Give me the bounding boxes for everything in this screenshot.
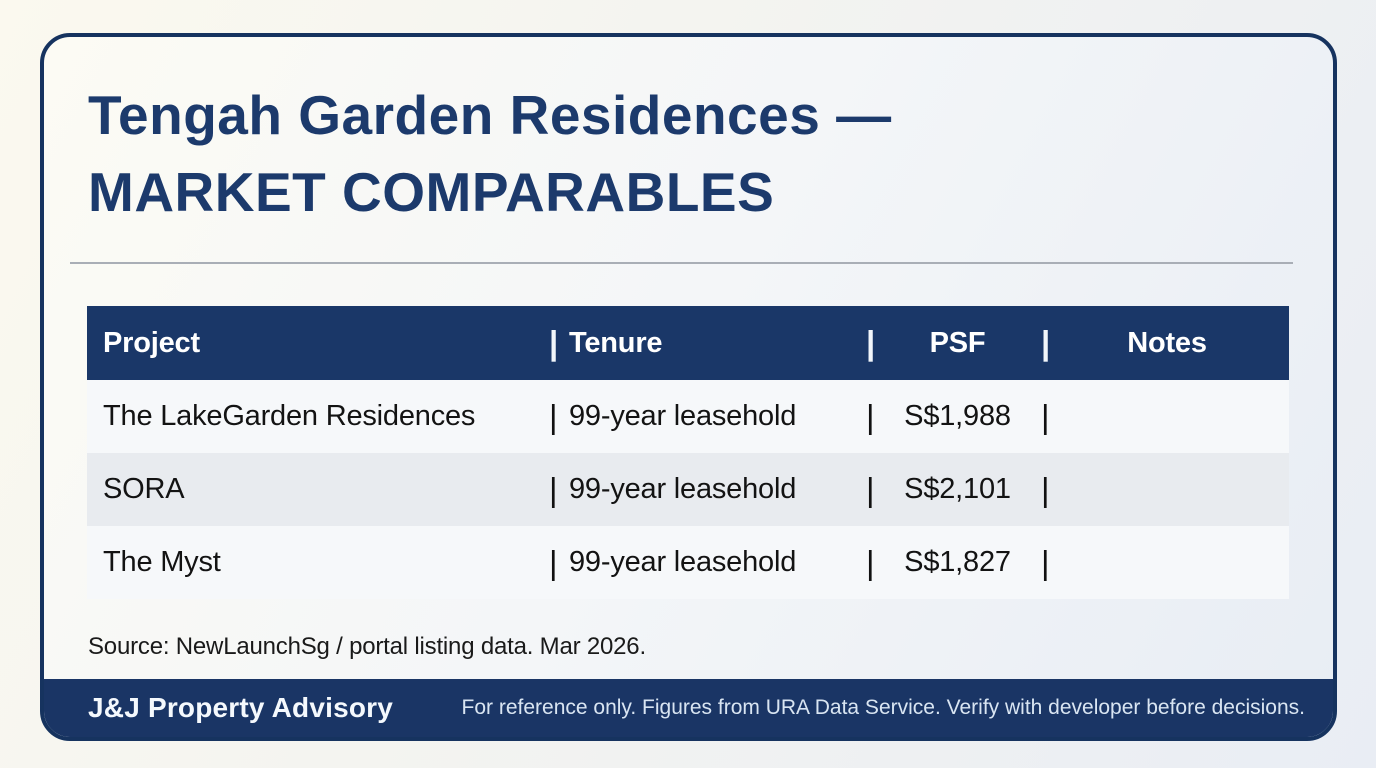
cell-notes: | bbox=[1041, 526, 1289, 599]
header-cell-notes: | Notes bbox=[1041, 306, 1289, 380]
column-separator: | bbox=[1041, 397, 1050, 435]
header-label-notes: Notes bbox=[1127, 326, 1207, 359]
header-cell-project: Project bbox=[87, 306, 553, 380]
psf-value: S$1,988 bbox=[904, 400, 1011, 432]
page-title-line2: MARKET COMPARABLES bbox=[88, 161, 775, 223]
column-separator: | bbox=[866, 397, 875, 435]
title-divider bbox=[70, 262, 1293, 264]
cell-tenure: | 99-year leasehold bbox=[549, 380, 870, 453]
cell-psf: | S$2,101 bbox=[866, 453, 1045, 526]
column-separator: | bbox=[866, 470, 875, 508]
table-row: The Myst | 99-year leasehold | S$1,827 | bbox=[87, 526, 1289, 599]
source-note: Source: NewLaunchSg / portal listing dat… bbox=[88, 633, 646, 660]
column-separator: | bbox=[549, 543, 558, 581]
table-header-row: Project | Tenure | PSF | Notes bbox=[87, 306, 1289, 380]
footer-disclaimer: For reference only. Figures from URA Dat… bbox=[461, 696, 1305, 719]
column-separator: | bbox=[1041, 324, 1051, 361]
comparables-table: Project | Tenure | PSF | Notes The LakeG… bbox=[87, 306, 1289, 599]
comparables-card: Tengah Garden Residences — MARKET COMPAR… bbox=[40, 33, 1337, 741]
cell-psf: | S$1,988 bbox=[866, 380, 1045, 453]
column-separator: | bbox=[866, 543, 875, 581]
column-separator: | bbox=[1041, 470, 1050, 508]
header-label-psf: PSF bbox=[929, 326, 986, 359]
header-label-tenure: Tenure bbox=[569, 326, 663, 359]
footer-brand: J&J Property Advisory bbox=[88, 692, 394, 723]
table-row: SORA | 99-year leasehold | S$2,101 | bbox=[87, 453, 1289, 526]
cell-notes: | bbox=[1041, 380, 1289, 453]
page-title: Tengah Garden Residences — MARKET COMPAR… bbox=[88, 77, 892, 231]
project-name: SORA bbox=[103, 473, 185, 505]
column-separator: | bbox=[866, 324, 876, 361]
column-separator: | bbox=[549, 397, 558, 435]
tenure-value: 99-year leasehold bbox=[569, 473, 797, 505]
tenure-value: 99-year leasehold bbox=[569, 400, 797, 432]
cell-project: The Myst bbox=[87, 526, 553, 599]
cell-psf: | S$1,827 bbox=[866, 526, 1045, 599]
table-row: The LakeGarden Residences | 99-year leas… bbox=[87, 380, 1289, 453]
tenure-value: 99-year leasehold bbox=[569, 546, 797, 578]
project-name: The Myst bbox=[103, 546, 221, 578]
card-inner: Tengah Garden Residences — MARKET COMPAR… bbox=[44, 37, 1333, 737]
column-separator: | bbox=[549, 324, 559, 361]
cell-project: The LakeGarden Residences bbox=[87, 380, 553, 453]
footer-bar: J&J Property Advisory For reference only… bbox=[44, 679, 1333, 737]
cell-notes: | bbox=[1041, 453, 1289, 526]
project-name: The LakeGarden Residences bbox=[103, 400, 476, 432]
page-title-line1: Tengah Garden Residences — bbox=[88, 84, 892, 146]
psf-value: S$2,101 bbox=[904, 473, 1011, 505]
column-separator: | bbox=[549, 470, 558, 508]
header-cell-tenure: | Tenure bbox=[549, 306, 870, 380]
header-label-project: Project bbox=[103, 326, 200, 359]
psf-value: S$1,827 bbox=[904, 546, 1011, 578]
column-separator: | bbox=[1041, 543, 1050, 581]
cell-project: SORA bbox=[87, 453, 553, 526]
header-cell-psf: | PSF bbox=[866, 306, 1045, 380]
cell-tenure: | 99-year leasehold bbox=[549, 526, 870, 599]
cell-tenure: | 99-year leasehold bbox=[549, 453, 870, 526]
